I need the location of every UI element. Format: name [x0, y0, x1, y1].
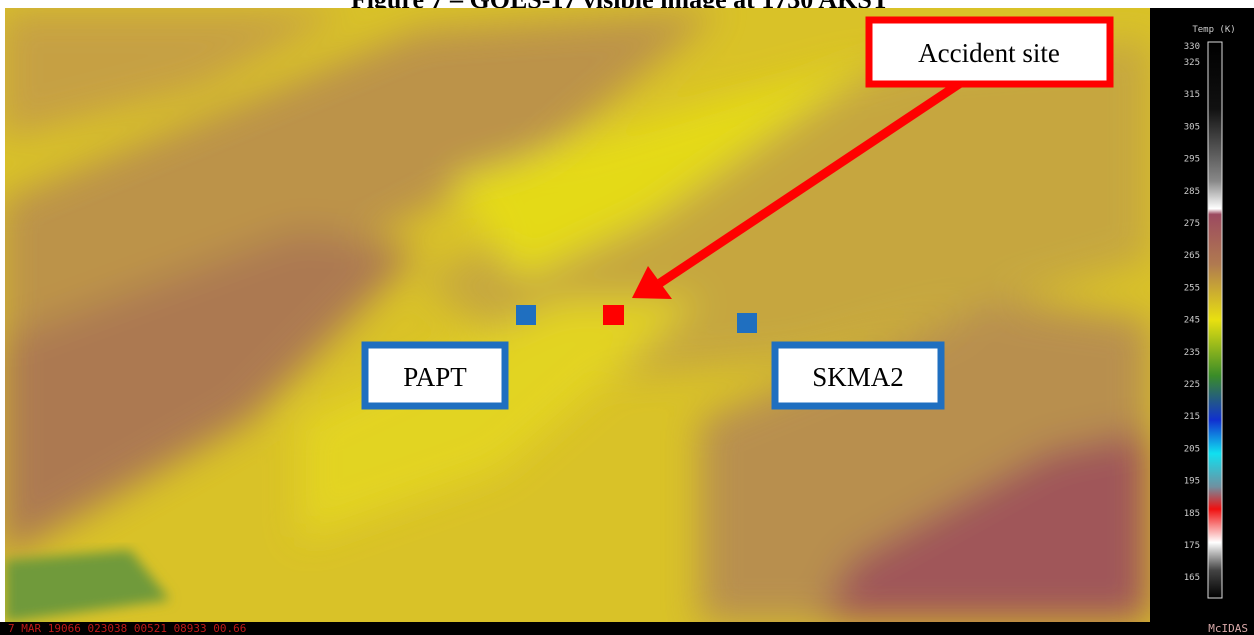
- colorbar-label: Temp (K): [1192, 25, 1235, 35]
- colorbar-tick-label: 265: [1184, 251, 1200, 261]
- station-marker: [516, 305, 536, 325]
- footer-software: McIDAS: [1208, 622, 1248, 635]
- page: Figure 7 – GOES-17 visible image at 1730…: [0, 0, 1254, 635]
- colorbar-panel: [1150, 8, 1254, 622]
- accident-label: Accident site: [918, 38, 1060, 68]
- colorbar-tick-label: 330: [1184, 42, 1200, 52]
- footer-info: 7 MAR 19066 023038 00521 08933 00.66: [8, 622, 246, 635]
- colorbar-tick-label: 255: [1184, 283, 1200, 293]
- colorbar-tick-label: 175: [1184, 541, 1200, 551]
- colorbar-tick-label: 305: [1184, 122, 1200, 132]
- colorbar-tick-label: 195: [1184, 477, 1200, 487]
- accident-marker: [603, 305, 624, 325]
- colorbar-tick-label: 285: [1184, 187, 1200, 197]
- colorbar-tick-label: 235: [1184, 348, 1200, 358]
- station-label: PAPT: [403, 362, 467, 392]
- colorbar-tick-label: 275: [1184, 219, 1200, 229]
- colorbar-tick-label: 295: [1184, 155, 1200, 165]
- station-label: SKMA2: [812, 362, 904, 392]
- colorbar-tick-label: 185: [1184, 509, 1200, 519]
- colorbar-tick-label: 225: [1184, 380, 1200, 390]
- satellite-image: [0, 8, 1150, 622]
- colorbar-tick-label: 325: [1184, 58, 1200, 68]
- colorbar: [1208, 42, 1222, 598]
- colorbar-tick-label: 205: [1184, 444, 1200, 454]
- colorbar-tick-label: 245: [1184, 316, 1200, 326]
- colorbar-tick-label: 165: [1184, 573, 1200, 583]
- colorbar-tick-label: 215: [1184, 412, 1200, 422]
- colorbar-tick-label: 315: [1184, 90, 1200, 100]
- station-marker: [737, 313, 757, 333]
